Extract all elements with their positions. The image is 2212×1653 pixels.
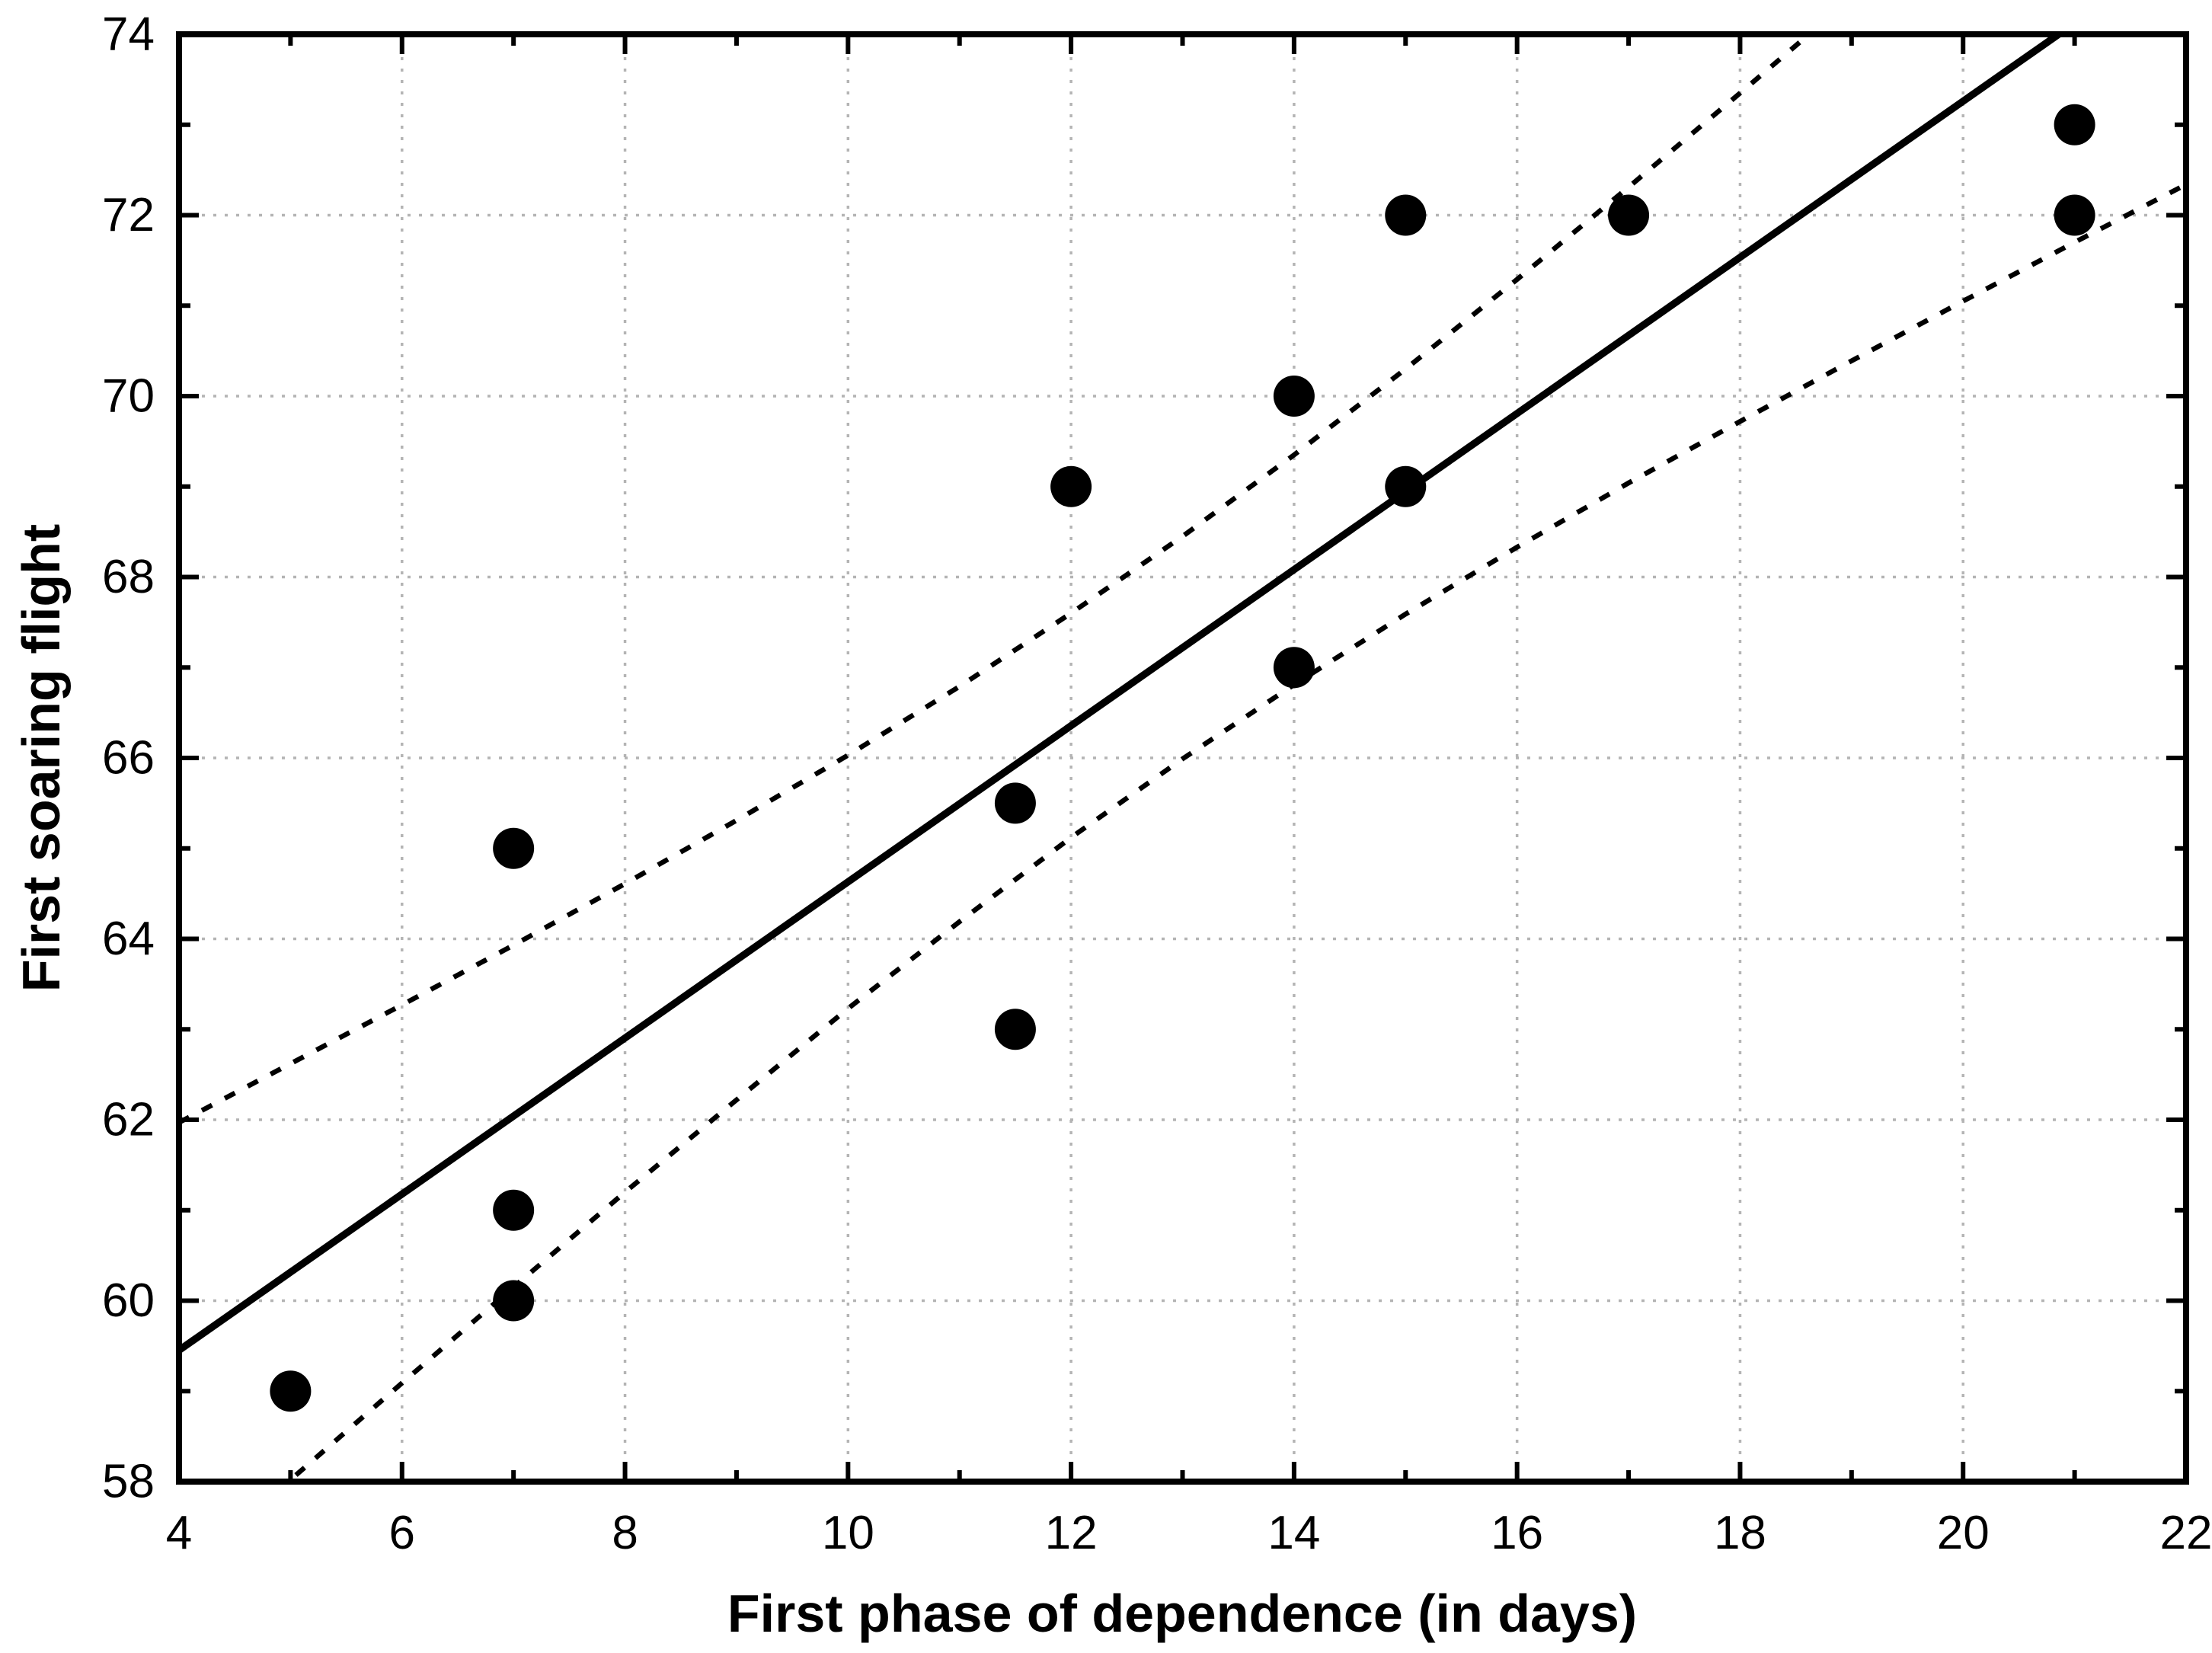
- data-point: [493, 827, 535, 869]
- x-tick-label: 22: [2160, 1507, 2212, 1559]
- data-point: [994, 1009, 1036, 1050]
- confidence-upper-line: [179, 34, 1814, 1125]
- y-tick-label: 60: [102, 1274, 155, 1327]
- data-point: [1385, 465, 1427, 507]
- data-point: [2054, 104, 2095, 145]
- regression-line: [179, 34, 2066, 1354]
- y-tick-label: 64: [102, 913, 155, 965]
- gridlines: [179, 34, 2186, 1482]
- y-tick-label: 74: [102, 8, 155, 61]
- x-tick-label: 12: [1045, 1507, 1098, 1559]
- data-point: [1385, 194, 1427, 236]
- data-point: [493, 1280, 535, 1322]
- data-point: [493, 1189, 535, 1231]
- y-axis-title: First soaring flight: [11, 524, 71, 992]
- y-tick-label: 62: [102, 1094, 155, 1146]
- regression-line-layer: [179, 34, 2066, 1354]
- y-tick-label: 68: [102, 551, 155, 603]
- data-point: [1608, 194, 1650, 236]
- y-tick-label: 58: [102, 1456, 155, 1508]
- data-point: [2054, 194, 2095, 236]
- y-tick-label: 66: [102, 732, 155, 785]
- x-tick-label: 6: [389, 1507, 415, 1559]
- data-point: [1273, 376, 1315, 417]
- x-tick-label: 10: [822, 1507, 874, 1559]
- x-tick-label: 8: [612, 1507, 638, 1559]
- axis-ticks: [177, 32, 2188, 1484]
- x-axis-title: First phase of dependence (in days): [727, 1584, 1637, 1643]
- y-tick-label: 70: [102, 370, 155, 423]
- data-point: [1273, 647, 1315, 689]
- y-tick-label: 72: [102, 189, 155, 241]
- confidence-interval-lines: [179, 34, 2186, 1482]
- data-point: [994, 782, 1036, 824]
- x-tick-label: 14: [1267, 1507, 1320, 1559]
- data-point: [1050, 465, 1092, 507]
- x-tick-label: 20: [1937, 1507, 1990, 1559]
- confidence-lower-line: [284, 182, 2186, 1482]
- x-tick-label: 4: [166, 1507, 192, 1559]
- x-tick-label: 16: [1491, 1507, 1543, 1559]
- data-points: [270, 104, 2095, 1412]
- data-point: [270, 1370, 312, 1412]
- x-tick-label: 18: [1714, 1507, 1766, 1559]
